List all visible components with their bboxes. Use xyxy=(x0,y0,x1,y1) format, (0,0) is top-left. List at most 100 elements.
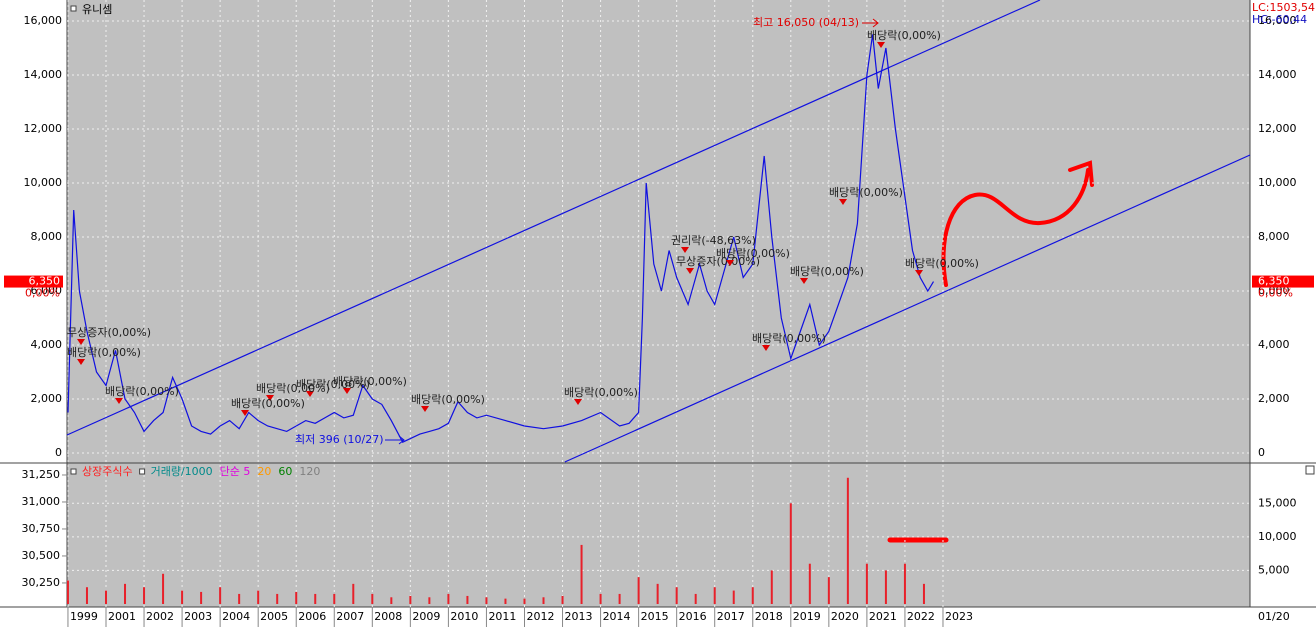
volume-bar xyxy=(295,591,298,604)
y-tick-label: 14,000 xyxy=(24,68,63,81)
x-tick-label: 2023 xyxy=(945,610,973,623)
y-tick-label: 8,000 xyxy=(31,230,63,243)
event-marker xyxy=(77,359,85,365)
event-marker xyxy=(343,388,351,394)
volume-bar xyxy=(276,593,279,604)
volume-bar xyxy=(618,593,621,604)
volume-bar xyxy=(846,477,849,604)
trend-line xyxy=(564,154,1251,463)
y-tick-label: 0 xyxy=(55,446,62,459)
volume-bar xyxy=(922,583,925,604)
volume-bar xyxy=(561,595,564,604)
event-marker xyxy=(266,395,274,401)
volume-bar xyxy=(104,590,107,604)
low-label: 최저 396 (10/27) xyxy=(295,433,384,446)
x-tick-label: 2002 xyxy=(146,610,174,623)
event-marker xyxy=(839,199,847,205)
volume-bar xyxy=(523,598,526,604)
event-marker xyxy=(762,345,770,351)
volume-bar xyxy=(352,583,355,604)
event-label: 배당락(0,00%) xyxy=(231,397,305,410)
x-tick-label: 2008 xyxy=(374,610,402,623)
drawn-arrow xyxy=(941,160,1094,287)
event-label: 배당락(0,00%) xyxy=(296,378,370,391)
event-label: 배당락(0,00%) xyxy=(716,247,790,260)
y-tick-label: 2,000 xyxy=(31,392,63,405)
event-marker xyxy=(241,410,249,416)
volume-bar xyxy=(143,587,146,604)
volume-bar xyxy=(238,593,241,604)
y-tick-label: 16,000 xyxy=(24,14,63,27)
x-tick-label: 2001 xyxy=(108,610,136,623)
event-marker xyxy=(877,42,885,48)
event-marker xyxy=(681,247,689,253)
y-tick-label-right: 5,000 xyxy=(1258,563,1290,576)
y-tick-label-right: 10,000 xyxy=(1258,176,1297,189)
price-tag-label: 6,350 xyxy=(29,275,61,288)
legend-box xyxy=(70,468,77,475)
volume-bar xyxy=(808,563,811,604)
volume-bar xyxy=(162,573,165,604)
y2-tick-label: 31,250 xyxy=(22,468,61,481)
volume-bar xyxy=(637,577,640,604)
lc-label: LC:1503,54 xyxy=(1252,1,1315,14)
price-line xyxy=(67,34,935,443)
x-tick-label: 1999 xyxy=(70,610,98,623)
x-tick-label: 2019 xyxy=(793,610,821,623)
volume-bar xyxy=(542,597,545,604)
legend-box xyxy=(70,5,77,12)
event-label: 무상증자(0,00%) xyxy=(676,255,760,268)
price-change: 0,00% xyxy=(1258,287,1293,300)
low-arrow xyxy=(385,435,405,445)
volume-bar xyxy=(390,597,393,604)
legend-label: 단순 5 xyxy=(220,465,251,478)
event-marker xyxy=(574,399,582,405)
event-label: 배당락(0,00%) xyxy=(564,386,638,399)
volume-bar xyxy=(770,570,773,604)
volume-bar xyxy=(713,587,716,604)
volume-bar xyxy=(694,593,697,604)
high-label: 최고 16,050 (04/13) xyxy=(753,16,859,29)
y-tick-label: 10,000 xyxy=(24,176,63,189)
price-tag xyxy=(4,275,63,288)
volume-bar xyxy=(751,587,754,604)
event-label: 배당락(0,00%) xyxy=(752,332,826,345)
volume-bar xyxy=(485,597,488,604)
event-marker xyxy=(686,268,694,274)
volume-bar xyxy=(504,598,507,604)
panel-close[interactable] xyxy=(1305,465,1315,475)
volume-bar xyxy=(428,597,431,604)
event-marker xyxy=(306,391,314,397)
x-tick-label: 2005 xyxy=(260,610,288,623)
legend-label: 60 xyxy=(278,465,292,478)
plot-background xyxy=(67,0,1250,607)
y-tick-label-right: 4,000 xyxy=(1258,338,1290,351)
y-tick-label-right: 0 xyxy=(1258,446,1265,459)
y-tick-label-right: 8,000 xyxy=(1258,230,1290,243)
event-marker xyxy=(77,339,85,345)
x-tick-label: 2015 xyxy=(641,610,669,623)
x-tick-label: 2009 xyxy=(412,610,440,623)
hc-label: HC:-60,44 xyxy=(1252,13,1307,26)
volume-bar xyxy=(409,595,412,604)
x-tick-label: 2006 xyxy=(298,610,326,623)
y-tick-label-right: 12,000 xyxy=(1258,122,1297,135)
event-label: 배당락(0,00%) xyxy=(790,265,864,278)
event-label: 배당락(0,00%) xyxy=(67,346,141,359)
high-arrow xyxy=(862,18,879,28)
x-tick-label: 2003 xyxy=(184,610,212,623)
y-tick-label: 4,000 xyxy=(31,338,63,351)
legend-label: 120 xyxy=(299,465,320,478)
date-label: 01/20 xyxy=(1258,610,1290,623)
event-label: 배당락(0,00%) xyxy=(256,382,330,395)
x-tick-label: 2016 xyxy=(679,610,707,623)
event-marker xyxy=(115,398,123,404)
volume-bar xyxy=(884,570,887,604)
volume-bar xyxy=(903,563,906,604)
y2-tick-label: 30,750 xyxy=(22,522,61,535)
y-tick-label-right: 14,000 xyxy=(1258,68,1297,81)
volume-bar xyxy=(333,593,336,604)
volume-bar xyxy=(656,583,659,604)
